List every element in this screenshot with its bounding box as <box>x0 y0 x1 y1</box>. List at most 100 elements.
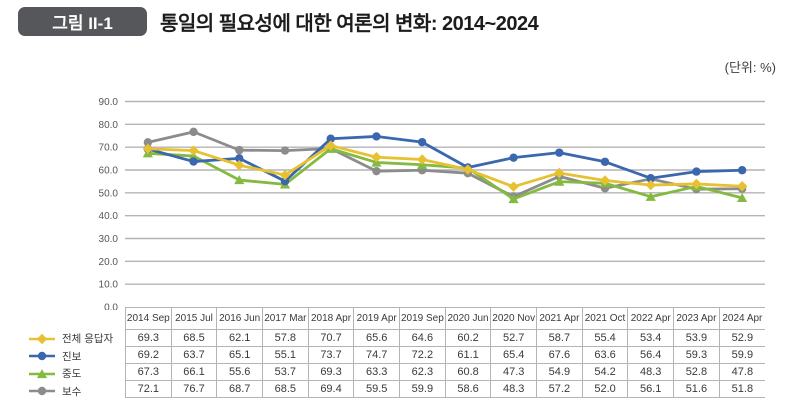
x-axis-label: 2016 Jun <box>216 307 264 330</box>
table-header-row: 2014 Sep 2015 Jul 2016 Jun 2017 Mar 2018 Apr… <box>125 307 765 330</box>
value-cell: 52.8 <box>673 363 720 381</box>
x-axis-label: 2021 Oct <box>581 307 629 330</box>
table-row: 69.3 68.5 62.1 57.8 70.7 65.6 64.6 60.2 52.7 58.7… <box>125 329 765 347</box>
legend-label: 중도 <box>62 368 82 381</box>
legend-marker-icon <box>29 352 55 361</box>
y-axis-label: 90.0 <box>99 97 119 108</box>
value-cell: 59.9 <box>718 346 765 364</box>
series-marker <box>737 192 748 202</box>
series-marker <box>36 333 48 344</box>
value-cell: 67.3 <box>125 363 172 381</box>
x-axis-label: 2019 Sep <box>399 307 446 330</box>
value-cell: 66.1 <box>170 363 218 381</box>
value-cell: 51.8 <box>718 380 765 398</box>
figure-title: 통일의 필요성에 대한 여론의 변화: 2014~2024 <box>160 13 539 35</box>
value-cell: 55.6 <box>216 363 264 381</box>
y-axis-label: 20.0 <box>99 257 119 268</box>
table-row: 72.1 76.7 68.7 68.5 69.4 59.5 59.9 58.6 48.3 57.2… <box>125 380 765 398</box>
value-cell: 74.7 <box>353 346 401 364</box>
value-cell: 65.1 <box>216 346 264 364</box>
legend-item: 보수 <box>27 383 113 401</box>
series-marker <box>555 148 564 157</box>
y-axis-label: 10.0 <box>99 280 119 291</box>
value-cell: 76.7 <box>170 380 218 398</box>
series-line <box>147 130 743 199</box>
value-cell: 53.4 <box>627 329 675 347</box>
table-body: 69.3 68.5 62.1 57.8 70.7 65.6 64.6 60.2 52.7 58.7… <box>125 329 765 398</box>
line-chart: 0.0 10.0 20.0 30.0 40.0 50.0 60.0 70.0 80.0 90.0 <box>99 97 765 310</box>
value-cell: 68.5 <box>170 329 218 347</box>
series-marker <box>234 175 245 185</box>
x-axis-label: 2020 Jun <box>444 307 492 330</box>
series-marker <box>37 387 47 396</box>
series-diamond <box>142 140 748 192</box>
series-marker <box>737 166 747 175</box>
value-cell: 55.1 <box>262 346 309 364</box>
value-cell: 47.3 <box>490 363 538 381</box>
value-cell: 62.1 <box>216 329 264 347</box>
value-cell: 65.4 <box>490 346 538 364</box>
x-axis-label: 2022 Apr <box>627 307 675 330</box>
series-marker <box>279 169 291 181</box>
series-marker <box>142 143 154 154</box>
value-cell: 69.4 <box>307 380 355 398</box>
series-marker <box>417 137 427 147</box>
value-cell: 55.4 <box>581 329 629 347</box>
value-cell: 58.7 <box>536 329 583 347</box>
series-marker <box>189 127 198 137</box>
series-triangle <box>142 143 748 204</box>
series-marker <box>143 138 153 147</box>
legend-item: 전체 응답자 <box>27 330 113 348</box>
series-marker <box>508 181 519 192</box>
value-cell: 59.5 <box>353 380 401 398</box>
x-axis-label: 2017 Mar <box>262 307 309 330</box>
value-cell: 59.9 <box>399 380 446 398</box>
series-line <box>147 135 743 183</box>
y-axis-label: 50.0 <box>99 188 119 199</box>
value-cell: 62.3 <box>399 363 446 381</box>
series-marker <box>326 134 335 143</box>
y-axis-label: 40.0 <box>99 211 119 222</box>
value-cell: 64.6 <box>399 329 446 347</box>
value-cell: 63.7 <box>170 346 218 364</box>
value-cell: 51.6 <box>673 380 720 398</box>
value-cell: 47.8 <box>718 363 765 381</box>
series-marker <box>508 194 519 204</box>
value-cell: 54.9 <box>536 363 583 381</box>
legend-label: 보수 <box>62 385 82 398</box>
series-marker <box>234 160 245 171</box>
value-cell: 58.6 <box>444 380 492 398</box>
series-marker <box>646 174 655 183</box>
value-cell: 72.2 <box>399 346 446 364</box>
x-axis-label: 2018 Apr <box>307 307 355 330</box>
x-axis-label: 2015 Jul <box>170 307 218 330</box>
series-marker <box>645 179 656 191</box>
x-axis-label: 2023 Apr <box>673 307 720 330</box>
value-cell: 59.3 <box>673 346 720 364</box>
series-line <box>147 144 743 189</box>
series-marker <box>691 178 702 190</box>
series-marker <box>372 132 381 141</box>
value-cell: 60.8 <box>444 363 492 381</box>
y-axis-label: 60.0 <box>99 166 119 177</box>
x-axis-label: 2019 Apr <box>353 307 401 330</box>
table-row: 67.3 66.1 55.6 53.7 69.3 63.3 62.3 60.8 47.3 54.9… <box>125 363 765 381</box>
unit-label: (단위: %) <box>724 60 776 75</box>
series-marker <box>371 152 382 163</box>
value-cell: 61.1 <box>444 346 492 364</box>
series-marker <box>462 164 474 175</box>
value-cell: 67.6 <box>536 346 583 364</box>
x-axis-label: 2021 Apr <box>536 307 583 330</box>
legend-item: 진보 <box>27 348 113 366</box>
series-marker <box>280 146 290 155</box>
legend-marker-icon <box>29 368 55 378</box>
series-marker <box>416 154 428 165</box>
series-marker <box>599 175 611 186</box>
series-marker <box>692 167 701 176</box>
figure-header: 그림 II-1 통일의 필요성에 대한 여론의 변화: 2014~2024 <box>18 7 539 36</box>
value-cell: 72.1 <box>125 380 172 398</box>
series-marker <box>36 368 48 378</box>
x-axis-label: 2014 Sep <box>125 307 172 330</box>
value-cell: 48.3 <box>627 363 675 381</box>
